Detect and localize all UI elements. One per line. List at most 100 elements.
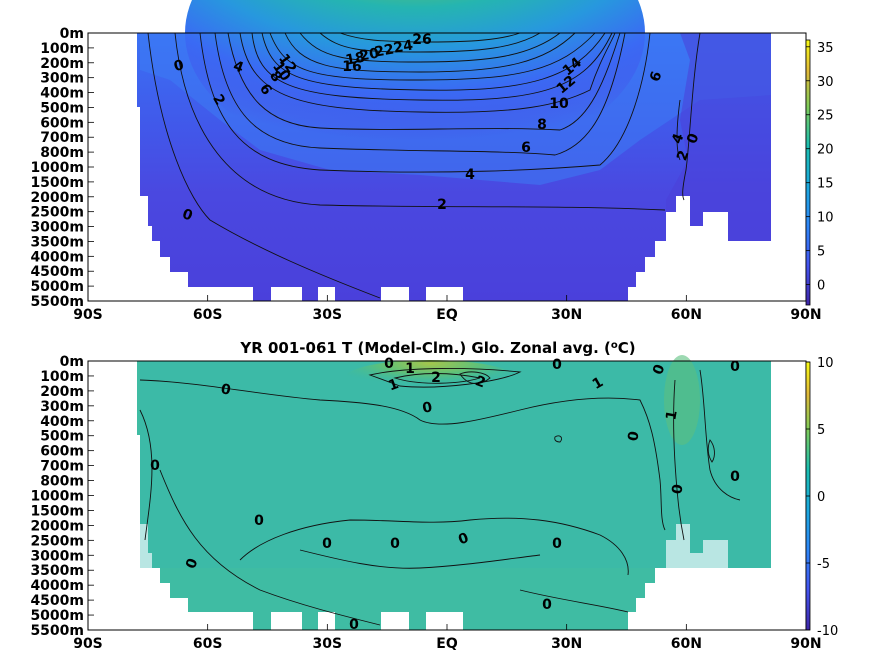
colorbar-tick-label: -5 (817, 557, 830, 572)
contour-label: 0 (220, 381, 233, 398)
y-tick-label: 0m (60, 354, 84, 370)
y-tick-label: 3500m (30, 563, 84, 579)
x-tick-label: 30N (551, 636, 582, 652)
y-tick-label: 5500m (30, 623, 84, 639)
contour-label: 6 (521, 140, 531, 156)
contour-label: 8 (537, 117, 547, 133)
contour-label: 20 (358, 45, 380, 64)
colorbar-tick-label: 5 (817, 245, 825, 260)
y-tick-label: 2000m (30, 190, 84, 206)
x-tick-label: 60S (193, 636, 223, 652)
contour-label: 0 (384, 356, 394, 372)
y-tick-label: 600m (40, 444, 84, 460)
y-tick-label: 4000m (30, 249, 84, 265)
panel1-x-ticks: 90S 60S 30S EQ 30N 60N 90N (73, 295, 822, 323)
contour-label: 1 (405, 361, 415, 377)
x-tick-label: 30S (313, 307, 343, 323)
contour-label: 0 (730, 359, 740, 375)
x-tick-label: 30N (551, 307, 582, 323)
colorbar-tick-label: 20 (817, 143, 834, 158)
contour-label: 0 (349, 617, 359, 633)
contour-label: 4 (465, 167, 475, 183)
contour-label: 22 (373, 41, 395, 60)
x-tick-label: 90N (790, 636, 821, 652)
colorbar-tick-label: 5 (817, 423, 825, 438)
x-tick-label: 90S (73, 307, 103, 323)
panel2-title: YR 001-061 T (Model-Clm.) Glo. Zonal avg… (239, 339, 635, 357)
y-tick-label: 500m (40, 100, 84, 116)
contour-label: 0 (625, 430, 642, 443)
y-tick-label: 300m (40, 399, 84, 415)
y-tick-label: 300m (40, 71, 84, 87)
y-tick-label: 100m (40, 369, 84, 385)
y-tick-label: 3000m (30, 220, 84, 236)
colorbar-tick-label: 25 (817, 109, 834, 124)
panel2-y-ticks: 0m100m200m300m400m500m600m700m800m1000m1… (30, 354, 94, 639)
y-tick-label: 700m (40, 459, 84, 475)
panel1-field (137, 0, 771, 301)
x-tick-label: 90N (790, 307, 821, 323)
contour-label: 24 (392, 37, 414, 56)
contour-label: 0 (421, 399, 434, 416)
panel2-colorbar: 10 5 0 -5 -10 (805, 356, 838, 639)
panel2-contours (139, 368, 741, 626)
y-tick-label: 800m (40, 145, 84, 161)
y-tick-label: 1000m (30, 160, 84, 176)
x-tick-label: 30S (313, 636, 343, 652)
y-tick-label: 400m (40, 414, 84, 430)
colorbar-tick-label: 30 (817, 75, 834, 90)
y-tick-label: 2500m (30, 205, 84, 221)
y-tick-label: 4000m (30, 578, 84, 594)
contour-label: 18 (344, 49, 366, 68)
contour-label: 1 (663, 409, 680, 421)
y-tick-label: 200m (40, 56, 84, 72)
y-tick-label: 0m (60, 26, 84, 42)
y-tick-label: 700m (40, 130, 84, 146)
x-tick-label: 60S (193, 307, 223, 323)
panel1-colorbar: 35 30 25 20 15 10 5 0 (805, 39, 834, 306)
y-tick-label: 3500m (30, 234, 84, 250)
x-tick-label: 60N (671, 636, 702, 652)
y-tick-label: 100m (40, 41, 84, 57)
y-tick-label: 2000m (30, 518, 84, 534)
panel-temperature: YR 001-061 T Glo. Zonal avg. (oC) (30, 0, 834, 323)
x-tick-label: EQ (436, 307, 458, 323)
contour-label: 0 (669, 483, 686, 496)
contour-label: 0 (390, 536, 400, 552)
colorbar-tick-label: 35 (817, 41, 834, 56)
contour-label: 0 (254, 513, 264, 529)
panel-anomaly: YR 001-061 T (Model-Clm.) Glo. Zonal avg… (30, 339, 838, 652)
colorbar-tick-label: 15 (817, 177, 834, 192)
y-tick-label: 500m (40, 429, 84, 445)
colorbar-tick-label: -10 (817, 624, 838, 639)
y-tick-label: 1500m (30, 503, 84, 519)
y-tick-label: 4500m (30, 264, 84, 280)
colorbar-tick-label: 10 (817, 356, 834, 371)
contour-label: 0 (542, 597, 552, 613)
y-tick-label: 5000m (30, 608, 84, 624)
y-tick-label: 3000m (30, 548, 84, 564)
panel2-field (137, 355, 771, 630)
y-tick-label: 4500m (30, 593, 84, 609)
y-tick-label: 1500m (30, 175, 84, 191)
colorbar-tick-label: 0 (817, 279, 825, 294)
y-tick-label: 2500m (30, 533, 84, 549)
x-tick-label: EQ (436, 636, 458, 652)
contour-label: 0 (322, 536, 332, 552)
colorbar-tick-label: 0 (817, 490, 825, 505)
contour-label: 16 (342, 59, 361, 75)
contour-label: 10 (549, 96, 569, 112)
y-tick-label: 5500m (30, 294, 84, 310)
panel1-contours (147, 32, 701, 299)
contour-label: 0 (172, 57, 186, 75)
contour-label: 0 (150, 458, 160, 474)
contour-label: 0 (730, 469, 740, 485)
y-tick-label: 5000m (30, 279, 84, 295)
y-tick-label: 400m (40, 86, 84, 102)
contour-label: 0 (552, 357, 562, 373)
contour-label: 2 (431, 370, 441, 386)
y-tick-label: 1000m (30, 489, 84, 505)
contour-label: 0 (552, 536, 562, 552)
panel2-x-ticks: 90S 60S 30S EQ 30N 60N 90N (73, 624, 822, 652)
